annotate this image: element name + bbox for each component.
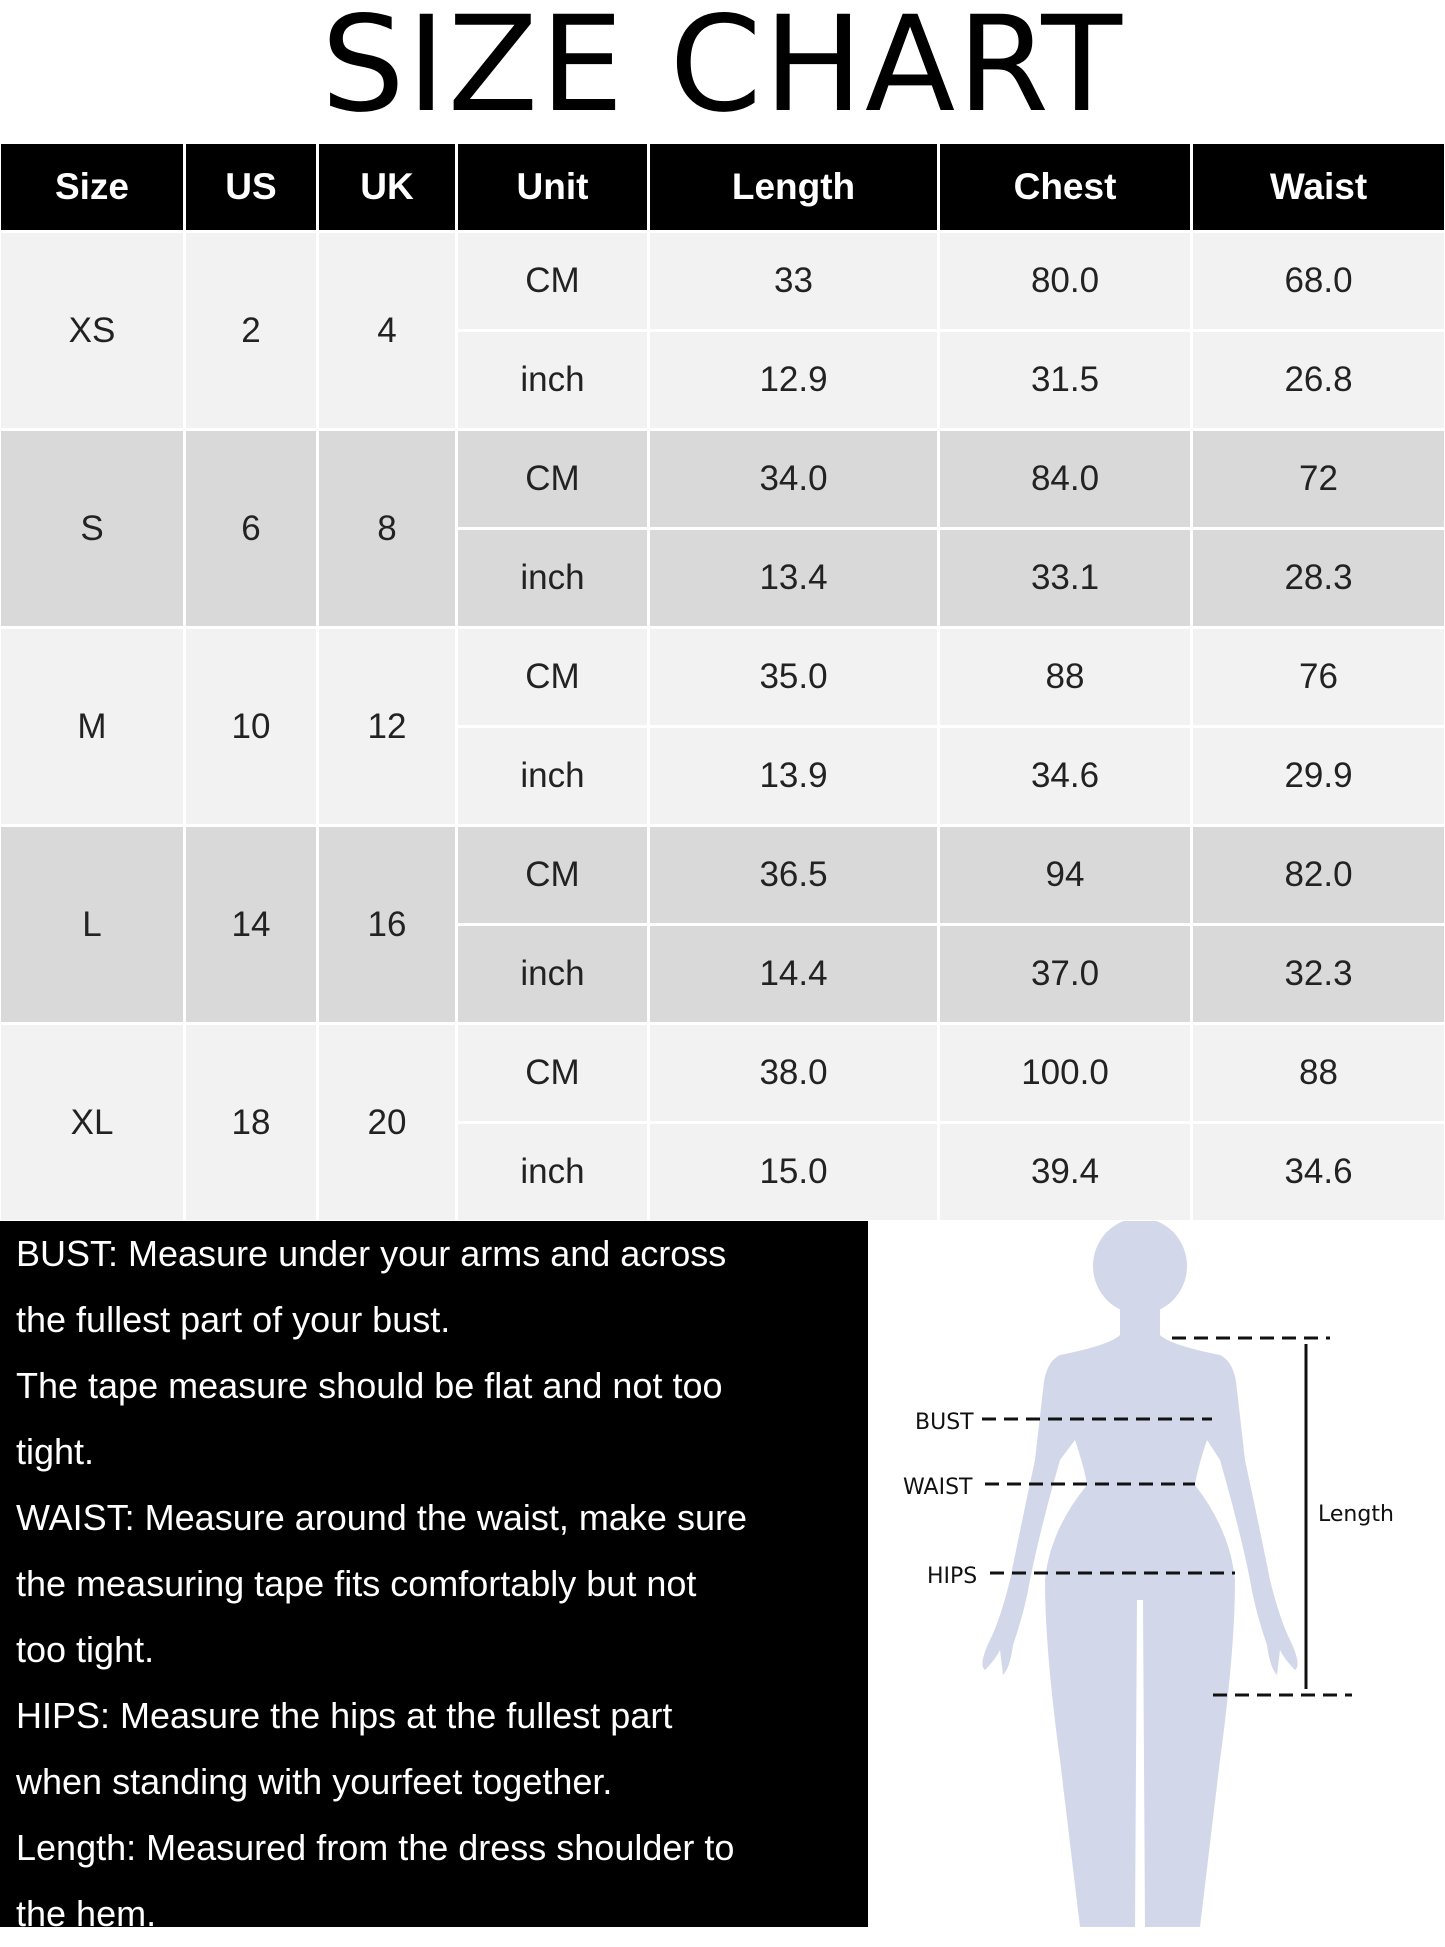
length-cell: 13.4 [650, 530, 937, 626]
chest-cell: 88 [940, 629, 1190, 725]
waist-label: WAIST [903, 1475, 973, 1500]
length-cell: 35.0 [650, 629, 937, 725]
us-cell: 18 [186, 1025, 316, 1220]
header-waist: Waist [1193, 144, 1444, 230]
body-measurement-figure: BUST WAIST HIPS Length [903, 1221, 1394, 1927]
waist-cell: 76 [1193, 629, 1444, 725]
hips-label: HIPS [927, 1564, 977, 1589]
header-length: Length [650, 144, 937, 230]
chest-cell: 84.0 [940, 431, 1190, 527]
uk-cell: 8 [319, 431, 455, 626]
length-cell: 15.0 [650, 1124, 937, 1220]
waist-cell: 32.3 [1193, 926, 1444, 1022]
instruction-line: when standing with yourfeet together. [16, 1761, 613, 1802]
instruction-line: too tight. [16, 1629, 155, 1670]
unit-cell: inch [458, 1124, 647, 1220]
instruction-line: the hem. [16, 1893, 157, 1934]
chest-cell: 33.1 [940, 530, 1190, 626]
length-cell: 34.0 [650, 431, 937, 527]
chest-cell: 34.6 [940, 728, 1190, 824]
body-silhouette [982, 1221, 1298, 1927]
unit-cell: inch [458, 530, 647, 626]
unit-cell: CM [458, 827, 647, 923]
waist-cell: 34.6 [1193, 1124, 1444, 1220]
waist-cell: 68.0 [1193, 233, 1444, 329]
header-chest: Chest [940, 144, 1190, 230]
waist-cell: 26.8 [1193, 332, 1444, 428]
instruction-line: HIPS: Measure the hips at the fullest pa… [16, 1695, 673, 1736]
header-uk: UK [319, 144, 455, 230]
length-cell: 36.5 [650, 827, 937, 923]
unit-cell: inch [458, 728, 647, 824]
chest-cell: 39.4 [940, 1124, 1190, 1220]
us-cell: 2 [186, 233, 316, 428]
page-title: SIZE CHART [321, 0, 1124, 142]
uk-cell: 12 [319, 629, 455, 824]
unit-cell: inch [458, 926, 647, 1022]
waist-cell: 88 [1193, 1025, 1444, 1121]
chest-cell: 37.0 [940, 926, 1190, 1022]
instruction-line: the fullest part of your bust. [16, 1299, 451, 1340]
us-cell: 10 [186, 629, 316, 824]
chest-cell: 94 [940, 827, 1190, 923]
unit-cell: CM [458, 1025, 647, 1121]
instruction-line: Length: Measured from the dress shoulder… [16, 1827, 735, 1868]
us-cell: 6 [186, 431, 316, 626]
waist-cell: 72 [1193, 431, 1444, 527]
chest-cell: 31.5 [940, 332, 1190, 428]
unit-cell: CM [458, 233, 647, 329]
chest-cell: 100.0 [940, 1025, 1190, 1121]
length-cell: 12.9 [650, 332, 937, 428]
instruction-line: The tape measure should be flat and not … [16, 1365, 723, 1406]
length-cell: 13.9 [650, 728, 937, 824]
unit-cell: CM [458, 629, 647, 725]
uk-cell: 20 [319, 1025, 455, 1220]
uk-cell: 4 [319, 233, 455, 428]
size-table: Size US UK Unit Length Chest Waist XS 2 4 CM 33 80.0… [1, 144, 1444, 1220]
unit-cell: inch [458, 332, 647, 428]
measuring-instructions: BUST: Measure under your arms and across… [0, 1221, 868, 1934]
uk-cell: 16 [319, 827, 455, 1022]
length-label: Length [1318, 1502, 1394, 1527]
length-cell: 38.0 [650, 1025, 937, 1121]
unit-cell: CM [458, 431, 647, 527]
bust-label: BUST [915, 1410, 974, 1435]
waist-cell: 28.3 [1193, 530, 1444, 626]
header-unit: Unit [458, 144, 647, 230]
us-cell: 14 [186, 827, 316, 1022]
size-cell: XL [1, 1025, 183, 1220]
size-cell: S [1, 431, 183, 626]
size-cell: M [1, 629, 183, 824]
instruction-line: tight. [16, 1431, 95, 1472]
length-cell: 33 [650, 233, 937, 329]
header-us: US [186, 144, 316, 230]
size-cell: XS [1, 233, 183, 428]
header-size: Size [1, 144, 183, 230]
chest-cell: 80.0 [940, 233, 1190, 329]
length-cell: 14.4 [650, 926, 937, 1022]
waist-cell: 82.0 [1193, 827, 1444, 923]
instruction-line: WAIST: Measure around the waist, make su… [16, 1497, 747, 1538]
instruction-line: BUST: Measure under your arms and across [16, 1233, 727, 1274]
instruction-line: the measuring tape fits comfortably but … [16, 1563, 697, 1604]
size-cell: L [1, 827, 183, 1022]
waist-cell: 29.9 [1193, 728, 1444, 824]
